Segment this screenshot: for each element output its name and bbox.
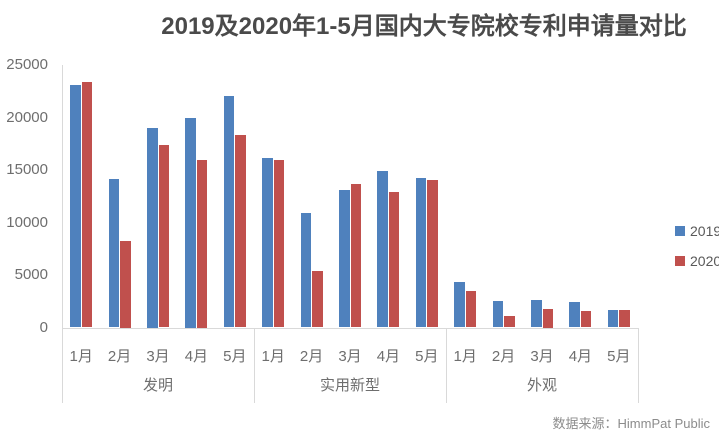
x-axis-group-label: 外观 [526, 377, 558, 394]
bar-2020-发明-1月 [81, 82, 93, 328]
category-divider-line [638, 327, 639, 403]
bar-2019-发明-2月 [108, 179, 120, 328]
bar-2019-发明-5月 [223, 95, 235, 328]
x-axis-line [62, 327, 639, 329]
bar-2019-外观-1月 [454, 282, 465, 328]
bar-2020-外观-2月 [504, 315, 515, 328]
x-axis-month-label: 5月 [607, 348, 631, 365]
x-axis-month-label: 4月 [184, 348, 209, 365]
x-axis-month-label: 3月 [530, 348, 554, 365]
category-divider-line [62, 327, 63, 403]
y-axis-tick-label: 15000 [6, 161, 48, 178]
bar-2020-实用新型-4月 [388, 192, 400, 328]
bar-2019-发明-4月 [185, 117, 196, 328]
x-axis-month-label: 1月 [69, 348, 93, 365]
bar-2019-外观-4月 [569, 301, 580, 328]
bar-2020-实用新型-3月 [350, 183, 361, 328]
x-axis-month-label: 4月 [568, 348, 593, 365]
bar-2020-实用新型-5月 [427, 179, 438, 328]
x-axis-month-label: 5月 [223, 348, 247, 365]
bar-2019-实用新型-1月 [262, 158, 273, 328]
bar-2020-发明-3月 [158, 144, 169, 328]
bar-2019-发明-1月 [70, 84, 81, 328]
bar-2019-发明-3月 [147, 128, 158, 328]
x-axis-month-label: 4月 [376, 348, 401, 365]
y-axis-line [62, 65, 63, 328]
bar-2019-实用新型-5月 [415, 178, 427, 328]
x-axis-month-label: 2月 [299, 348, 324, 365]
x-axis-month-label: 3月 [146, 348, 170, 365]
x-axis-group-label: 实用新型 [319, 377, 381, 394]
bar-2020-发明-5月 [235, 134, 246, 328]
bar-2019-外观-2月 [492, 300, 504, 328]
bar-2020-外观-1月 [465, 291, 477, 328]
y-axis-tick-label: 25000 [6, 56, 48, 73]
legend-label: 2019 [690, 223, 719, 239]
legend-swatch-icon [675, 256, 685, 266]
legend: 2019 2020 [675, 223, 719, 283]
x-axis-month-label: 2月 [107, 348, 132, 365]
x-axis-month-label: 3月 [338, 348, 362, 365]
category-divider-line [254, 327, 255, 403]
y-axis-tick-label: 20000 [6, 108, 48, 126]
bar-2020-外观-3月 [542, 309, 553, 328]
bar-2020-发明-2月 [120, 240, 131, 328]
legend-swatch-icon [675, 226, 685, 236]
chart-title: 2019及2020年1-5月国内大专院校专利申请量对比 [161, 13, 687, 40]
legend-item-2019: 2019 [675, 223, 719, 239]
category-divider-line [446, 327, 447, 403]
bar-2020-发明-4月 [196, 159, 208, 328]
y-axis-tick-label: 0 [39, 318, 48, 336]
x-axis-month-label: 2月 [491, 348, 516, 365]
bar-2020-外观-4月 [580, 310, 592, 328]
x-axis-group-label: 发明 [142, 377, 174, 394]
legend-item-2020: 2020 [675, 253, 719, 269]
legend-label: 2020 [690, 253, 719, 269]
x-axis-month-label: 1月 [453, 348, 477, 365]
data-source-label: 数据来源：HimmPat Public [552, 416, 710, 431]
bar-2020-实用新型-1月 [273, 160, 285, 328]
x-axis-month-label: 1月 [261, 348, 285, 365]
bar-2019-实用新型-3月 [339, 189, 350, 328]
bar-2019-外观-3月 [531, 299, 542, 328]
x-axis-month-label: 5月 [415, 348, 439, 365]
y-axis-tick-label: 5000 [14, 266, 48, 283]
bar-2019-实用新型-4月 [377, 170, 388, 328]
bar-2019-实用新型-2月 [300, 213, 312, 328]
y-axis-tick-label: 10000 [6, 213, 48, 231]
bar-2020-外观-5月 [619, 310, 630, 328]
bar-2020-实用新型-2月 [312, 270, 323, 328]
bar-2019-外观-5月 [607, 309, 619, 328]
